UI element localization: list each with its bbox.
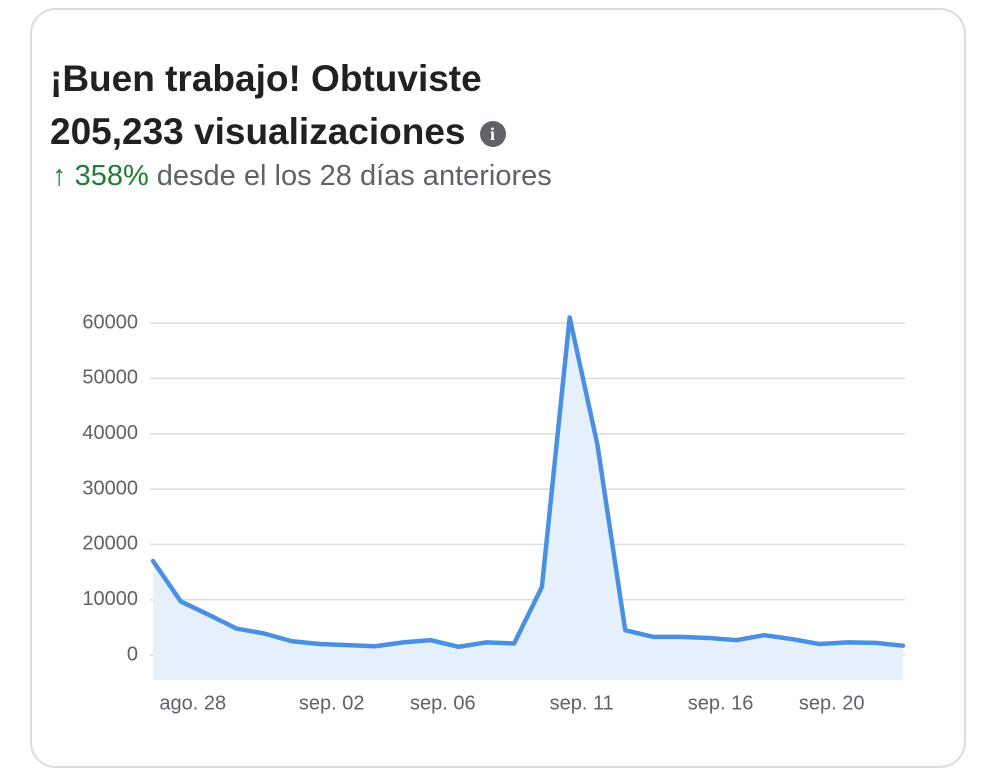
x-tick-label: sep. 02 [299, 692, 365, 714]
title-block: ¡Buen trabajo! Obtuviste 205,233 visuali… [50, 52, 610, 158]
title: ¡Buen trabajo! Obtuviste 205,233 visuali… [50, 58, 482, 152]
y-tick-label: 20000 [82, 533, 138, 555]
info-icon[interactable]: i [479, 121, 506, 147]
y-tick-label: 50000 [82, 367, 138, 389]
area [153, 317, 903, 680]
x-tick-label: sep. 20 [799, 692, 865, 714]
up-arrow: ↑ [52, 160, 67, 192]
x-tick-label: sep. 16 [688, 692, 754, 714]
y-tick-label: 30000 [82, 477, 138, 499]
page: ¡Buen trabajo! Obtuviste 205,233 visuali… [30, 8, 966, 768]
change-value: 358% [74, 160, 149, 192]
x-tick-label: sep. 06 [410, 692, 476, 714]
line [150, 315, 906, 650]
chart: 0 10000 20000 30000 40000 50000 60000 ago. 28 se… [82, 311, 906, 714]
y-tick-label: 60000 [82, 311, 138, 333]
change-line: ↑ 358% desde el los 28 días anteriores [52, 160, 552, 193]
y-tick-label: 40000 [82, 422, 138, 444]
x-tick-label: ago. 28 [159, 692, 226, 714]
y-tick-label: 0 [127, 643, 138, 665]
change-text: desde el los 28 días anteriores [156, 160, 552, 192]
y-tick-label: 10000 [82, 588, 138, 610]
x-tick-label: sep. 11 [550, 692, 614, 714]
